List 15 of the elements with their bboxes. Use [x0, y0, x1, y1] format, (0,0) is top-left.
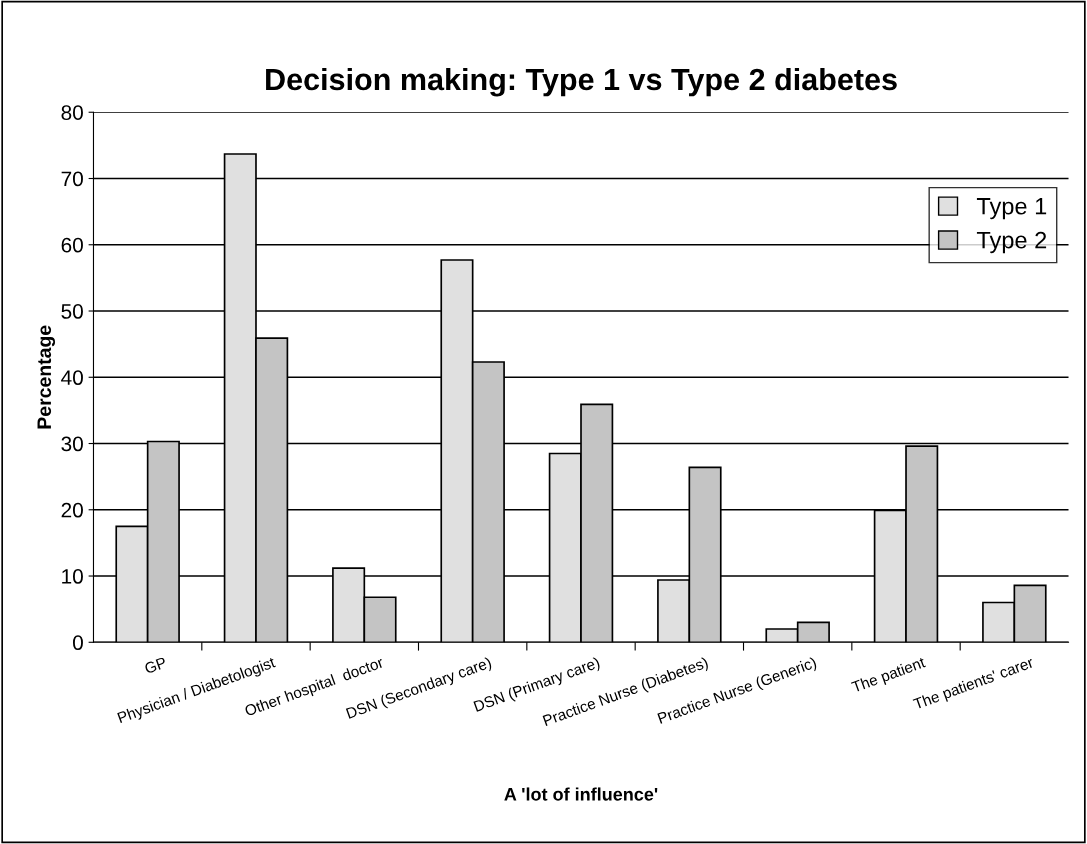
- y-tick-label: 80: [61, 105, 83, 121]
- y-tick-label: 60: [61, 237, 83, 253]
- y-tick-label: 50: [61, 304, 83, 319]
- y-axis-title: Percentage: [37, 325, 56, 429]
- y-tick-label: 20: [61, 502, 83, 518]
- y-tick-label: 0: [72, 635, 83, 651]
- legend-label: Type 2: [976, 231, 1047, 254]
- chart-title: Decision making: Type 1 vs Type 2 diabetes: [266, 67, 897, 97]
- y-tick-label: 70: [61, 171, 83, 187]
- y-tick-label: 30: [61, 436, 83, 452]
- y-tick-label: 40: [61, 370, 83, 386]
- x-tick-label: GP: [144, 656, 167, 675]
- y-tick-label: 10: [62, 569, 83, 584]
- x-axis-title: A 'lot of influence': [504, 787, 658, 801]
- legend-label: Type 1: [976, 198, 1047, 220]
